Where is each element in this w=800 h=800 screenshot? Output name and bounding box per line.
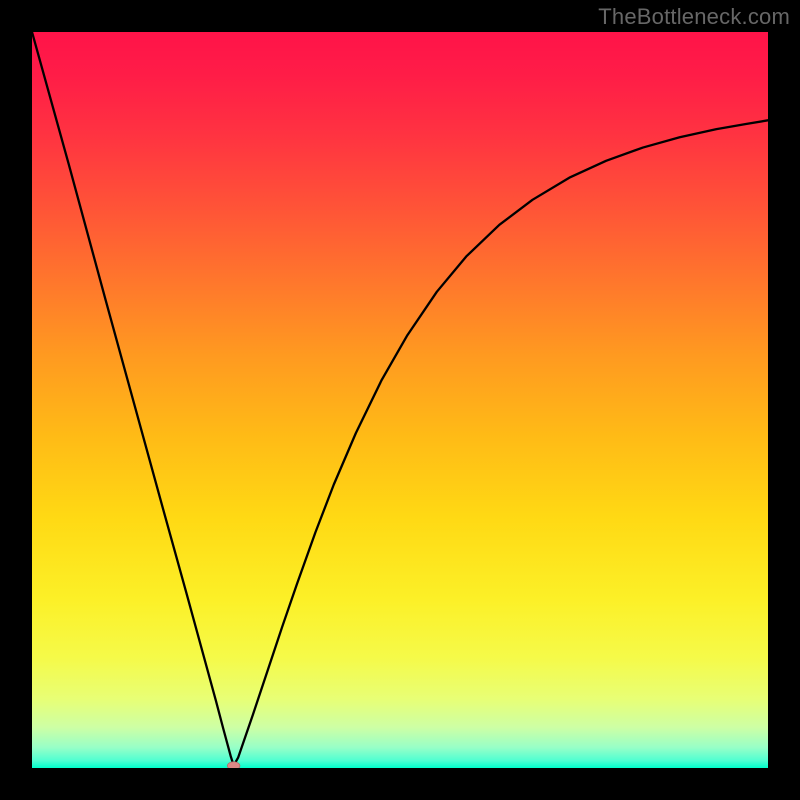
bottleneck-chart [32, 32, 768, 768]
notch-marker [227, 762, 240, 768]
watermark-text: TheBottleneck.com [598, 4, 790, 30]
